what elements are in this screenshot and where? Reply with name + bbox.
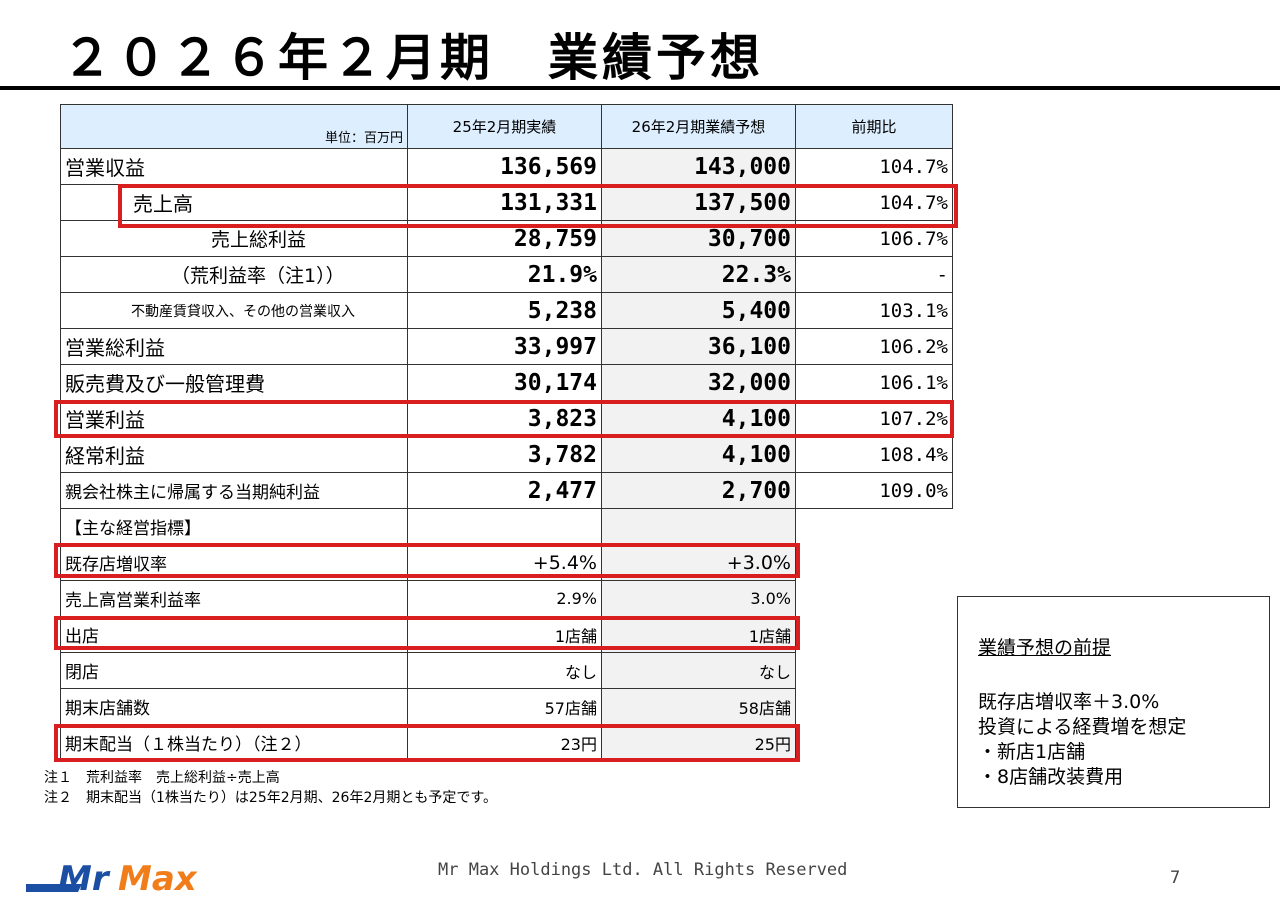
row-label: 販売費及び一般管理費 [60,364,408,401]
kpi-row: 期末店舗数 57店舗 58店舗 [60,688,953,725]
unit-label: 単位：百万円 [60,104,408,149]
copyright-footer: Mr Max Holdings Ltd. All Rights Reserved [438,860,848,880]
ratio-value: 106.2% [795,328,953,365]
ratio-value: 104.7% [795,148,953,185]
actual-value: 2,477 [407,472,602,509]
row-label: 経常利益 [60,436,408,473]
forecast-premise-box: 業績予想の前提 既存店増収率＋3.0% 投資による経費増を想定 ・新店1店舗 ・… [957,596,1270,808]
actual-value: 21.9% [407,256,602,293]
row-label: （荒利益率（注1）） [60,256,408,293]
actual-value: 136,569 [407,148,602,185]
forecast-value: 4,100 [601,400,796,437]
forecast-value: 5,400 [601,292,796,329]
mrmax-logo: Mr Max [26,859,198,894]
ratio-value: 108.4% [795,436,953,473]
kpi-header-row: 【主な経営指標】 [60,508,953,545]
page-number: 7 [1170,868,1181,888]
col-forecast-header: 26年2月期業績予想 [601,104,796,149]
table-header-row: 単位：百万円 25年2月期実績 26年2月期業績予想 前期比 [60,104,953,149]
kpi-label: 売上高営業利益率 [60,580,408,617]
highlight-new-store-row [54,616,800,650]
kpi-actual: 23円 [407,724,602,761]
svg-text:Max: Max [118,859,198,894]
premise-heading: 業績予想の前提 [978,637,1112,659]
footnote-2: 注２ 期末配当（1株当たり）は25年2月期、26年2月期とも予定です。 [44,790,497,806]
kpi-row: 期末配当（１株当たり）（注２） 23円 25円 [60,724,953,761]
ratio-value: - [795,256,953,293]
row-label: 親会社株主に帰属する当期純利益 [60,472,408,509]
table-row: （荒利益率（注1）） 21.9% 22.3% - [60,256,953,293]
col-ratio-header: 前期比 [795,104,953,149]
actual-value: 3,782 [407,436,602,473]
premise-line: ・8店舗改装費用 [978,766,1124,788]
kpi-forecast: 25円 [601,724,796,761]
kpi-forecast: 58店舗 [601,688,796,725]
highlight-same-store-row [54,543,800,578]
row-label: 営業総利益 [60,328,408,365]
table-row: 営業総利益 33,997 36,100 106.2% [60,328,953,365]
ratio-value: 106.1% [795,364,953,401]
actual-value: 33,997 [407,328,602,365]
table-row: 営業収益 136,569 143,000 104.7% [60,148,953,185]
premise-line: ・新店1店舗 [978,741,1086,763]
actual-value: 30,174 [407,364,602,401]
forecast-value: 143,000 [601,148,796,185]
forecast-value: 137,500 [601,184,796,221]
kpi-forecast: 3.0% [601,580,796,617]
forecast-value: 32,000 [601,364,796,401]
table-row: 経常利益 3,782 4,100 108.4% [60,436,953,473]
footnote-1: 注１ 荒利益率 売上総利益÷売上高 [44,770,280,786]
premise-line: 既存店増収率＋3.0% [978,691,1160,713]
forecast-value: 36,100 [601,328,796,365]
forecast-value: 22.3% [601,256,796,293]
highlight-operating-income-row [54,400,954,438]
kpi-label: 期末配当（１株当たり）（注２） [60,724,408,761]
kpi-label: 期末店舗数 [60,688,408,725]
title-divider [0,86,1280,90]
ratio-value: 103.1% [795,292,953,329]
ratio-value: 109.0% [795,472,953,509]
kpi-label: 閉店 [60,652,408,689]
kpi-row: 売上高営業利益率 2.9% 3.0% [60,580,953,617]
svg-text:Mr: Mr [58,859,111,894]
forecast-value: 2,700 [601,472,796,509]
kpi-forecast: なし [601,652,796,689]
ratio-value: 104.7% [795,184,953,221]
highlight-sales-row [118,184,958,228]
premise-line: 投資による経費増を想定 [978,716,1187,738]
page-title: ２０２６年２月期 業績予想 [62,29,764,87]
kpi-actual: 2.9% [407,580,602,617]
col-actual-header: 25年2月期実績 [407,104,602,149]
row-label: 営業収益 [60,148,408,185]
row-label: 不動産賃貸収入、その他の営業収入 [60,292,408,329]
footnotes: 注１ 荒利益率 売上総利益÷売上高 注２ 期末配当（1株当たり）は25年2月期、… [44,768,497,808]
table-row: 販売費及び一般管理費 30,174 32,000 106.1% [60,364,953,401]
actual-value: 5,238 [407,292,602,329]
highlight-dividend-row [54,724,800,762]
forecast-value: 4,100 [601,436,796,473]
kpi-row: 閉店 なし なし [60,652,953,689]
table-row: 不動産賃貸収入、その他の営業収入 5,238 5,400 103.1% [60,292,953,329]
table-row: 親会社株主に帰属する当期純利益 2,477 2,700 109.0% [60,472,953,509]
kpi-section-header: 【主な経営指標】 [60,508,408,545]
kpi-actual: 57店舗 [407,688,602,725]
kpi-actual: なし [407,652,602,689]
